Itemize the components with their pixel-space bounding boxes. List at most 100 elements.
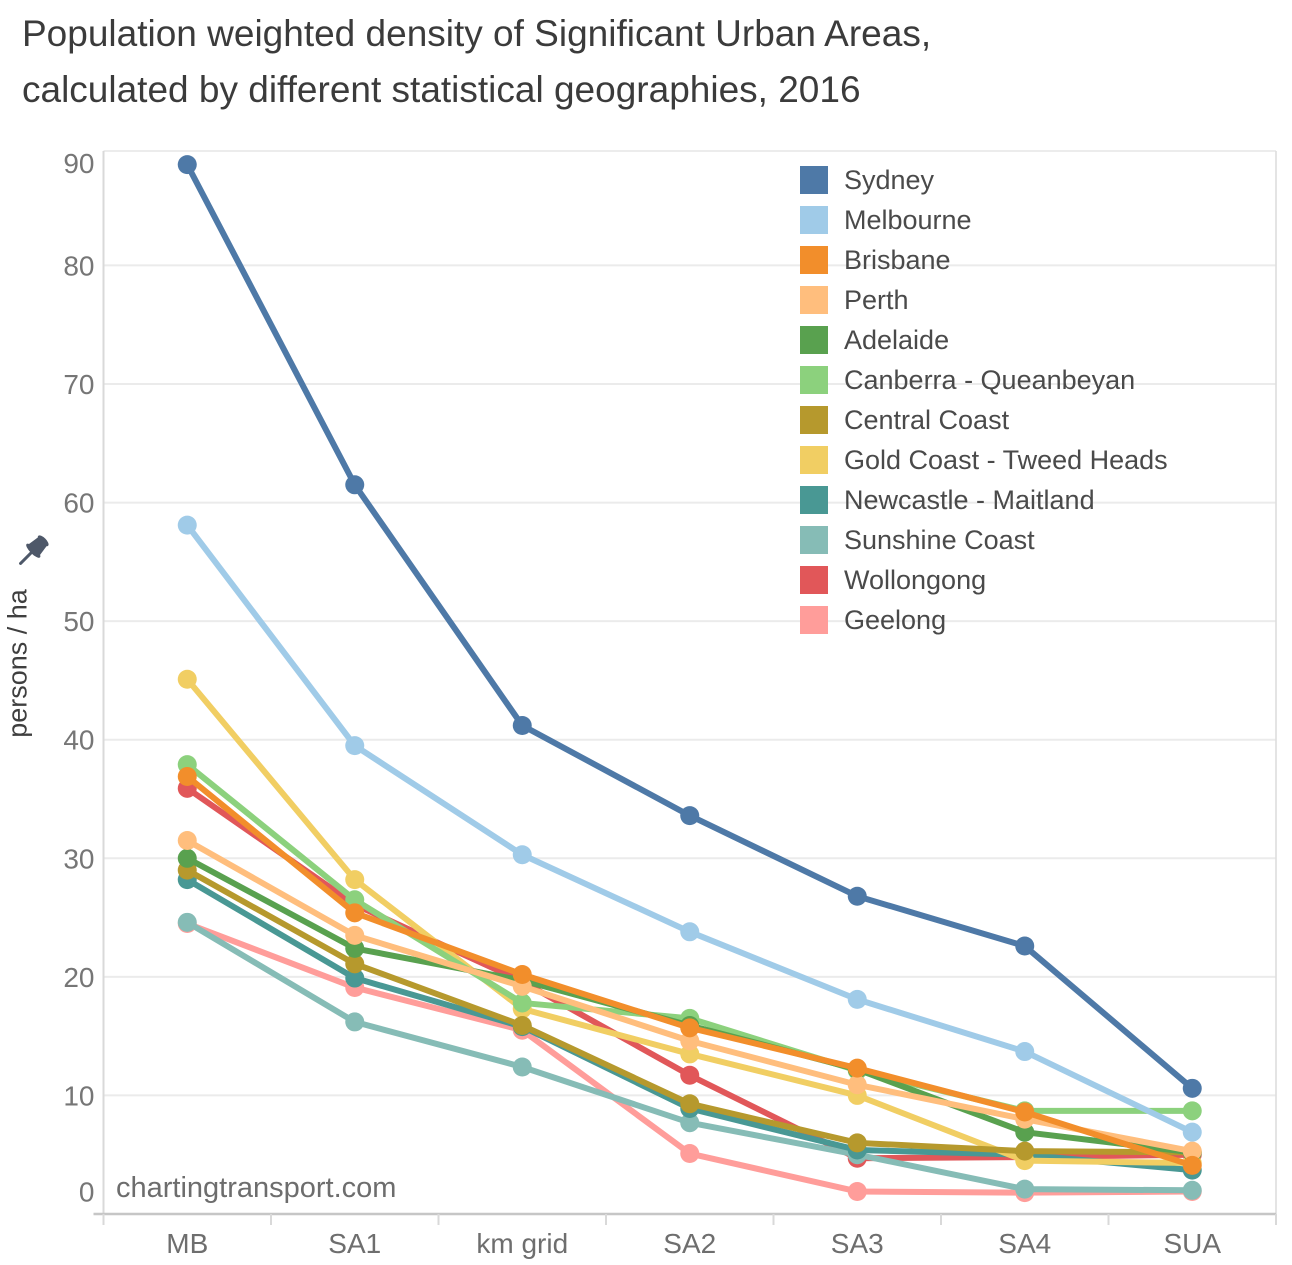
data-point-adelaide-SA4[interactable] [1015,1122,1035,1142]
x-category-label-SA4: SA4 [998,1228,1051,1259]
legend-label: Melbourne [844,204,972,235]
data-point-sydney-SA3[interactable] [847,886,867,906]
x-category-label-SUA: SUA [1163,1228,1221,1259]
data-point-geelong-SA3[interactable] [847,1181,867,1201]
legend-swatch[interactable] [800,206,828,234]
data-point-central-coast-SA2[interactable] [680,1094,700,1114]
data-point-adelaide-SA1[interactable] [345,938,365,958]
data-point-sydney-SUA[interactable] [1182,1078,1202,1098]
data-point-brisbane-SUA[interactable] [1182,1155,1202,1175]
data-point-melbourne-MB[interactable] [177,515,197,535]
data-point-brisbane-SA4[interactable] [1015,1102,1035,1122]
legend-item-wollongong[interactable]: Wollongong [800,564,1168,595]
data-point-central-coast-SA4[interactable] [1015,1141,1035,1161]
legend-label: Gold Coast - Tweed Heads [844,444,1168,475]
chart-title-line2: calculated by different statistical geog… [22,69,861,110]
legend-swatch[interactable] [800,286,828,314]
data-point-sydney-SA2[interactable] [680,806,700,826]
data-point-melbourne-km-grid[interactable] [512,845,532,865]
data-point-central-coast-SA1[interactable] [345,954,365,974]
data-point-gold-coast-tweed-heads-SA2[interactable] [680,1044,700,1064]
data-point-sunshine-coast-MB[interactable] [177,912,197,932]
legend-item-sydney[interactable]: Sydney [800,164,1168,195]
data-point-wollongong-SA2[interactable] [680,1065,700,1085]
data-point-melbourne-SA3[interactable] [847,989,867,1009]
legend-item-brisbane[interactable]: Brisbane [800,245,1168,275]
legend-item-gold-coast-tweed-heads[interactable]: Gold Coast - Tweed Heads [800,444,1168,475]
y-tick-label-30: 30 [63,843,94,874]
legend-swatch[interactable] [800,406,828,434]
data-point-sydney-km-grid[interactable] [512,715,532,735]
chart-title-line1: Population weighted density of Significa… [22,13,932,54]
data-point-central-coast-km-grid[interactable] [512,1015,532,1035]
legend-label: Sydney [844,164,935,195]
x-category-label-km-grid: km grid [476,1228,568,1259]
legend-label: Wollongong [844,564,987,595]
y-tick-label-50: 50 [63,606,94,637]
legend-item-canberra-queanbeyan[interactable]: Canberra - Queanbeyan [800,365,1168,395]
y-tick-label-80: 80 [63,250,94,281]
data-point-brisbane-SA1[interactable] [345,903,365,923]
legend-swatch[interactable] [800,246,828,274]
legend-swatch[interactable] [800,566,828,594]
legend-item-adelaide[interactable]: Adelaide [800,325,1168,355]
legend-swatch[interactable] [800,366,828,394]
legend-label: Perth [844,284,909,315]
data-point-adelaide-MB[interactable] [177,848,197,868]
y-tick-label-10: 10 [63,1080,94,1111]
data-point-melbourne-SA1[interactable] [345,736,365,756]
legend-label: Central Coast [844,404,1010,435]
data-point-melbourne-SA2[interactable] [680,922,700,942]
series-line-gold-coast-tweed-heads[interactable] [184,676,1196,1167]
legend-swatch[interactable] [800,326,828,354]
data-point-perth-SA1[interactable] [345,925,365,945]
data-point-perth-SA2[interactable] [680,1031,700,1051]
data-point-sunshine-coast-SA2[interactable] [680,1113,700,1133]
data-point-gold-coast-tweed-heads-MB[interactable] [177,669,197,689]
data-point-canberra-queanbeyan-SUA[interactable] [1182,1101,1202,1121]
data-point-gold-coast-tweed-heads-SA1[interactable] [345,870,365,890]
data-point-melbourne-SA4[interactable] [1015,1042,1035,1062]
data-point-central-coast-SA3[interactable] [847,1133,867,1153]
x-category-label-SA3: SA3 [831,1228,884,1259]
legend-swatch[interactable] [800,446,828,474]
legend-swatch[interactable] [800,166,828,194]
legend-swatch[interactable] [800,486,828,514]
data-point-sunshine-coast-SA1[interactable] [345,1012,365,1032]
data-point-brisbane-MB[interactable] [177,766,197,786]
data-point-perth-MB[interactable] [177,831,197,851]
data-point-sydney-SA4[interactable] [1015,936,1035,956]
data-point-brisbane-km-grid[interactable] [512,964,532,984]
data-point-brisbane-SA2[interactable] [680,1018,700,1038]
y-axis-label: persons / ha [2,589,33,738]
data-point-geelong-SA2[interactable] [680,1144,700,1164]
data-point-sunshine-coast-km-grid[interactable] [512,1057,532,1077]
chart-title: Population weighted density of Significa… [22,6,1262,118]
data-point-perth-SUA[interactable] [1182,1141,1202,1161]
x-category-label-SA1: SA1 [328,1228,381,1259]
legend-item-perth[interactable]: Perth [800,284,1168,315]
data-point-canberra-queanbeyan-SA1[interactable] [345,890,365,910]
y-tick-label-70: 70 [63,369,94,400]
pin-icon[interactable] [14,530,58,576]
data-point-newcastle-maitland-SA1[interactable] [345,968,365,988]
data-point-canberra-queanbeyan-km-grid[interactable] [512,993,532,1013]
legend-label: Geelong [844,604,947,635]
legend-item-central-coast[interactable]: Central Coast [800,404,1168,435]
data-point-melbourne-SUA[interactable] [1182,1122,1202,1142]
legend-swatch[interactable] [800,606,828,634]
data-point-sunshine-coast-SUA[interactable] [1182,1180,1202,1200]
data-point-perth-SA3[interactable] [847,1075,867,1095]
x-category-label-SA2: SA2 [663,1228,716,1259]
data-point-sunshine-coast-SA4[interactable] [1015,1179,1035,1199]
legend-swatch[interactable] [800,526,828,554]
legend-item-sunshine-coast[interactable]: Sunshine Coast [800,525,1168,555]
data-point-sydney-SA1[interactable] [345,475,365,495]
legend-item-newcastle-maitland[interactable]: Newcastle - Maitland [800,485,1168,515]
x-category-label-MB: MB [166,1228,208,1259]
data-point-sydney-MB[interactable] [177,155,197,175]
legend-item-geelong[interactable]: Geelong [800,604,1168,635]
legend-item-melbourne[interactable]: Melbourne [800,204,1168,235]
data-point-brisbane-SA3[interactable] [847,1058,867,1078]
